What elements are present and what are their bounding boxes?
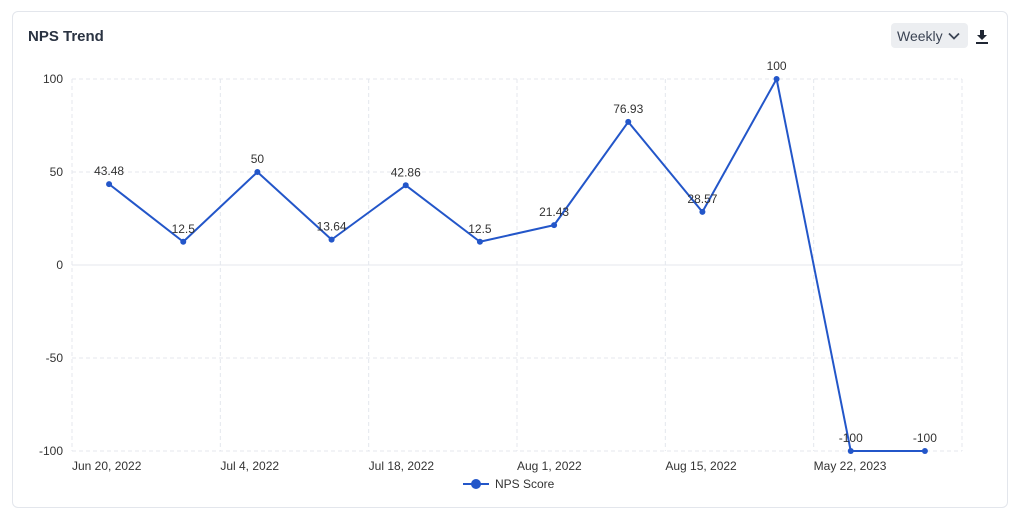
data-point[interactable] <box>180 238 187 245</box>
data-label: -100 <box>913 431 937 445</box>
x-tick-label: Jul 4, 2022 <box>220 459 279 473</box>
y-tick-label: -50 <box>46 351 64 365</box>
x-tick-label: Aug 1, 2022 <box>517 459 582 473</box>
data-point[interactable] <box>921 448 928 454</box>
data-label: -100 <box>839 431 863 445</box>
data-point[interactable] <box>699 208 706 215</box>
y-tick-label: 0 <box>56 258 63 272</box>
download-icon[interactable] <box>975 29 989 45</box>
y-tick-label: 100 <box>43 72 63 86</box>
x-tick-label: Jul 18, 2022 <box>369 459 435 473</box>
data-label: 43.48 <box>94 164 124 178</box>
data-point[interactable] <box>106 181 113 188</box>
data-label: 12.5 <box>468 222 492 236</box>
card-title: NPS Trend <box>28 28 104 45</box>
data-point[interactable] <box>847 448 854 454</box>
data-point[interactable] <box>328 236 335 243</box>
data-point[interactable] <box>625 118 632 125</box>
data-label: 50 <box>251 152 265 166</box>
data-point[interactable] <box>773 76 780 82</box>
data-label: 21.43 <box>539 205 569 219</box>
legend-line-marker-icon <box>463 479 489 489</box>
data-label: 12.5 <box>172 222 196 236</box>
y-tick-label: 50 <box>50 165 64 179</box>
data-point[interactable] <box>402 182 409 189</box>
x-tick-label: Jun 20, 2022 <box>72 459 142 473</box>
data-label: 42.86 <box>391 165 421 179</box>
legend-item-nps-score[interactable]: NPS Score <box>463 477 554 491</box>
data-label: 13.64 <box>317 220 347 234</box>
period-select[interactable]: Weekly <box>891 23 968 48</box>
data-label: 100 <box>767 59 787 73</box>
data-point[interactable] <box>254 169 261 175</box>
legend-label: NPS Score <box>495 477 555 491</box>
period-select-value: Weekly <box>897 27 943 44</box>
x-tick-label: May 22, 2023 <box>814 459 887 473</box>
chevron-down-icon <box>948 32 960 40</box>
x-tick-label: Aug 15, 2022 <box>665 459 737 473</box>
y-tick-label: -100 <box>39 444 63 458</box>
data-point[interactable] <box>476 238 483 245</box>
nps-trend-card <box>12 11 1008 508</box>
data-point[interactable] <box>551 222 558 229</box>
nps-score-line <box>108 78 925 452</box>
data-label: 76.93 <box>613 102 643 116</box>
data-label: 28.57 <box>687 192 717 206</box>
